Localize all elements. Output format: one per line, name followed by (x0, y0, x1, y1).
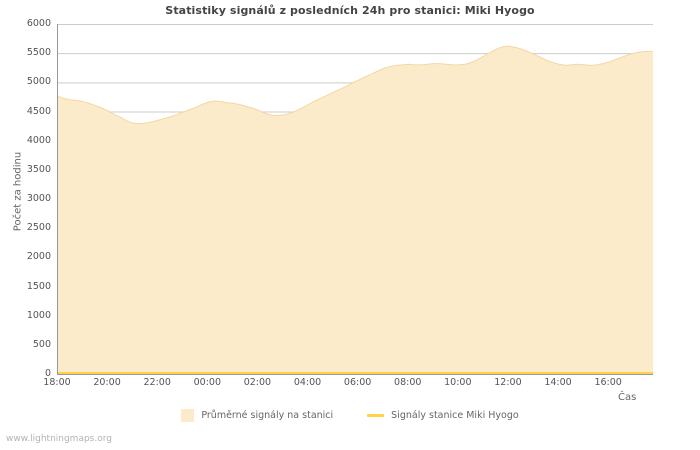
x-tick-label: 18:00 (43, 377, 71, 388)
x-tick-label: 04:00 (293, 377, 322, 388)
legend-label-station: Signály stanice Miki Hyogo (391, 410, 519, 421)
x-axis-label: Čas (618, 392, 637, 403)
footer-attribution: www.lightningmaps.org (6, 434, 112, 444)
y-tick-label: 500 (32, 338, 51, 350)
chart-legend: Průměrné signály na stanici Signály stan… (0, 409, 700, 422)
y-tick-label: 6000 (26, 18, 51, 29)
chart-plot-svg (58, 24, 653, 374)
legend-swatch-area-icon (181, 409, 195, 422)
x-tick-label: 16:00 (594, 377, 622, 388)
y-tick-label: 1000 (26, 309, 51, 321)
y-tick-label: 4500 (26, 105, 51, 117)
legend-label-average: Průměrné signály na stanici (201, 410, 334, 421)
legend-swatch-line-icon (367, 414, 385, 417)
x-tick-label: 20:00 (93, 377, 121, 388)
x-tick-label: 22:00 (143, 377, 171, 388)
y-tick-label: 5500 (26, 47, 51, 59)
y-tick-label: 4000 (26, 134, 51, 146)
x-tick-label: 10:00 (444, 377, 472, 388)
y-tick-label: 3500 (26, 163, 51, 175)
y-tick-label: 2500 (26, 222, 51, 234)
legend-item-station[interactable]: Signály stanice Miki Hyogo (367, 410, 519, 421)
y-tick-label: 2000 (26, 251, 51, 263)
x-tick-label: 12:00 (494, 377, 522, 388)
x-tick-label: 08:00 (394, 377, 422, 388)
chart-title: Statistiky signálů z posledních 24h pro … (165, 4, 535, 17)
x-tick-label: 14:00 (544, 377, 572, 388)
x-tick-label: 06:00 (343, 377, 372, 388)
legend-item-average[interactable]: Průměrné signály na stanici (181, 409, 333, 422)
y-tick-label: 1500 (26, 280, 51, 292)
y-tick-label: 5000 (26, 76, 51, 88)
x-tick-label: 02:00 (243, 377, 272, 388)
y-tick-label: 0 (44, 368, 51, 379)
x-tick-label: 00:00 (193, 377, 221, 388)
plot-area (57, 24, 653, 375)
y-tick-label: 3000 (26, 193, 51, 204)
